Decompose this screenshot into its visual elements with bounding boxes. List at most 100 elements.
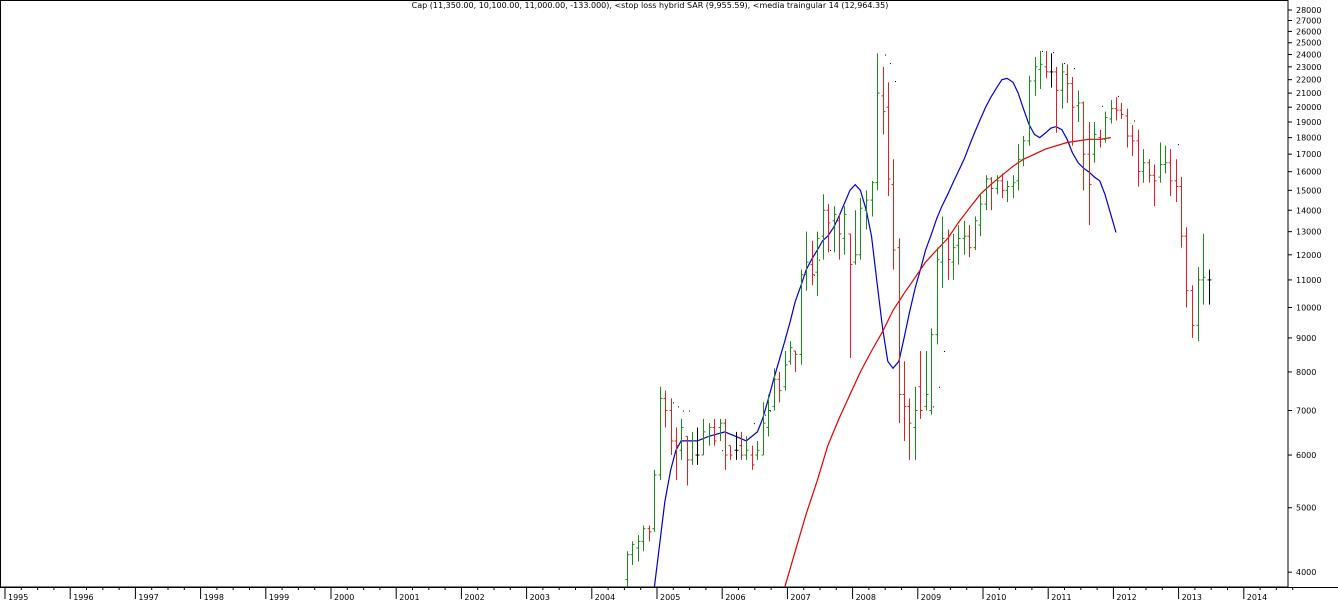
ohlc-bar — [810, 240, 815, 286]
ohlc-bar — [783, 351, 788, 391]
ohlc-bar — [1092, 122, 1097, 163]
ohlc-bar — [881, 66, 886, 135]
sar-dot — [1074, 68, 1075, 70]
ohlc-bar — [956, 225, 961, 265]
y-tick-label: 26000 — [1296, 27, 1321, 36]
ohlc-bar — [1196, 267, 1201, 342]
ohlc-bar — [674, 427, 679, 481]
ohlc-bar — [1184, 227, 1189, 308]
ohlc-bar — [1011, 175, 1016, 199]
x-tick-label: 2002 — [464, 593, 484, 602]
ohlc-bar — [658, 386, 663, 481]
ohlc-bar — [1141, 149, 1146, 183]
sar-dot — [814, 274, 815, 276]
sar-dot — [890, 63, 891, 65]
ohlc-bar — [669, 398, 674, 456]
ohlc-bar — [918, 351, 923, 419]
ohlc-bar — [695, 427, 700, 465]
ohlc-bar — [734, 431, 739, 460]
x-tick-label: 1999 — [269, 593, 289, 602]
sar-dot — [754, 423, 755, 425]
ohlc-bar — [907, 398, 912, 460]
ohlc-bar — [951, 233, 956, 280]
ohlc-bar — [1168, 149, 1173, 197]
ohlc-bar — [1179, 177, 1184, 248]
ohlc-bar — [989, 177, 994, 211]
ohlc-bar — [924, 351, 929, 411]
ohlc-bar — [815, 231, 820, 297]
x-tick-label: 1995 — [8, 593, 28, 602]
y-tick-label: 27000 — [1296, 17, 1321, 26]
sar-dot — [944, 351, 945, 353]
ohlc-bar — [641, 525, 646, 552]
ohlc-bar — [750, 445, 755, 470]
y-tick-label: 15000 — [1296, 186, 1321, 195]
ohlc-bar — [636, 534, 641, 562]
sar-dot — [770, 410, 771, 412]
ohlc-bar — [1060, 63, 1065, 109]
x-tick-label: 2007 — [790, 593, 810, 602]
sar-dot — [1102, 105, 1103, 107]
sar-dot — [1134, 120, 1135, 122]
x-tick-label: 2011 — [1051, 593, 1071, 602]
ohlc-bar — [647, 525, 652, 542]
ohlc-bar — [870, 180, 875, 217]
ohlc-bar — [1044, 50, 1049, 79]
ohlc-bar — [1147, 159, 1152, 183]
y-tick-label: 5000 — [1296, 504, 1316, 513]
ohlc-bar — [1130, 125, 1135, 156]
x-tick-label: 2004 — [595, 593, 615, 602]
chart-title: Cap (11,350.00, 10,100.00, 11,000.00, -1… — [411, 1, 889, 10]
y-tick-label: 11000 — [1296, 276, 1321, 285]
ohlc-bar — [744, 436, 749, 460]
ohlc-bar — [793, 350, 798, 372]
ohlc-bar — [858, 198, 863, 260]
y-tick-label: 9000 — [1296, 334, 1316, 343]
ohlc-bar — [1087, 122, 1092, 226]
ohlc-bar — [630, 541, 635, 566]
x-tick-label: 2014 — [1247, 593, 1267, 602]
ohlc-bar — [1158, 142, 1163, 183]
ohlc-bar — [685, 435, 690, 486]
ohlc-bar — [995, 175, 1000, 195]
ohlc-bar — [1114, 97, 1119, 121]
plot-area — [625, 50, 1212, 587]
ohlc-bar — [1201, 233, 1206, 305]
sar-dot — [933, 406, 934, 408]
ohlc-bar — [804, 231, 809, 291]
sar-dot — [673, 402, 674, 404]
y-tick-label: 23000 — [1296, 63, 1321, 72]
ohlc-bar — [929, 328, 934, 415]
ohlc-bar — [946, 229, 951, 280]
sar-dot — [678, 406, 679, 408]
ohlc-bar — [755, 440, 760, 460]
ohlc-bar — [707, 423, 712, 446]
ohlc-bar — [973, 216, 978, 251]
ohlc-bar — [679, 418, 684, 460]
y-tick-label: 4000 — [1296, 568, 1316, 577]
ohlc-bar — [701, 418, 706, 456]
x-tick-label: 2005 — [660, 593, 680, 602]
x-tick-label: 1998 — [204, 593, 224, 602]
x-tick-label: 2000 — [334, 593, 354, 602]
ohlc-bar — [625, 551, 630, 587]
x-tick-label: 2003 — [530, 593, 550, 602]
ohlc-bar — [690, 431, 695, 465]
sar-dot — [1118, 95, 1119, 97]
y-tick-label: 10000 — [1296, 303, 1321, 312]
y-tick-label: 7000 — [1296, 407, 1316, 416]
ohlc-bar — [837, 214, 842, 260]
plot-frame — [0, 0, 1289, 588]
sar-dot — [689, 410, 690, 412]
sar-dot — [939, 386, 940, 388]
ohlc-bar — [1000, 173, 1005, 199]
ohlc-bar — [1109, 100, 1114, 124]
ohlc-bar — [1054, 66, 1059, 133]
sar-dot — [722, 450, 723, 452]
ohlc-bar — [1038, 50, 1043, 90]
ohlc-bar — [1049, 53, 1054, 88]
ohlc-bar — [718, 418, 723, 441]
y-tick-label: 20000 — [1296, 103, 1321, 112]
sar-dot — [830, 250, 831, 252]
